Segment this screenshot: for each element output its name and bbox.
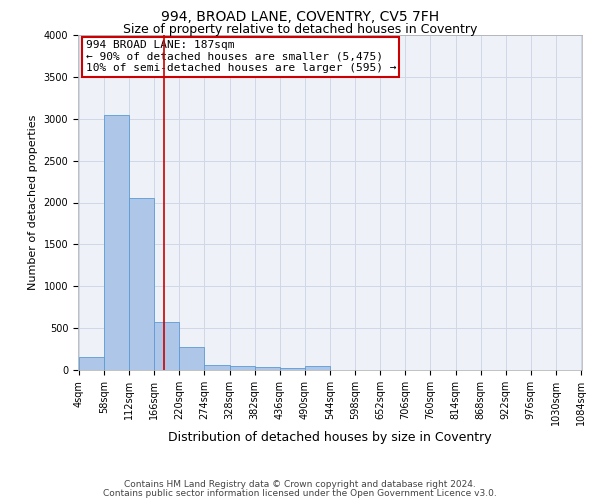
Text: Contains public sector information licensed under the Open Government Licence v3: Contains public sector information licen… [103,489,497,498]
Bar [129,198,154,370]
Bar [79,358,104,370]
Bar [230,366,254,370]
Bar [280,368,305,370]
Bar [254,368,280,370]
Text: Contains HM Land Registry data © Crown copyright and database right 2024.: Contains HM Land Registry data © Crown c… [124,480,476,489]
Text: 994, BROAD LANE, COVENTRY, CV5 7FH: 994, BROAD LANE, COVENTRY, CV5 7FH [161,10,439,24]
Text: Size of property relative to detached houses in Coventry: Size of property relative to detached ho… [123,22,477,36]
Text: 994 BROAD LANE: 187sqm
← 90% of detached houses are smaller (5,475)
10% of semi-: 994 BROAD LANE: 187sqm ← 90% of detached… [86,40,396,73]
Y-axis label: Number of detached properties: Number of detached properties [28,115,38,290]
X-axis label: Distribution of detached houses by size in Coventry: Distribution of detached houses by size … [168,430,492,444]
Bar [154,322,179,370]
Bar [305,366,330,370]
Bar [179,348,205,370]
Bar [205,365,230,370]
Bar [104,114,129,370]
